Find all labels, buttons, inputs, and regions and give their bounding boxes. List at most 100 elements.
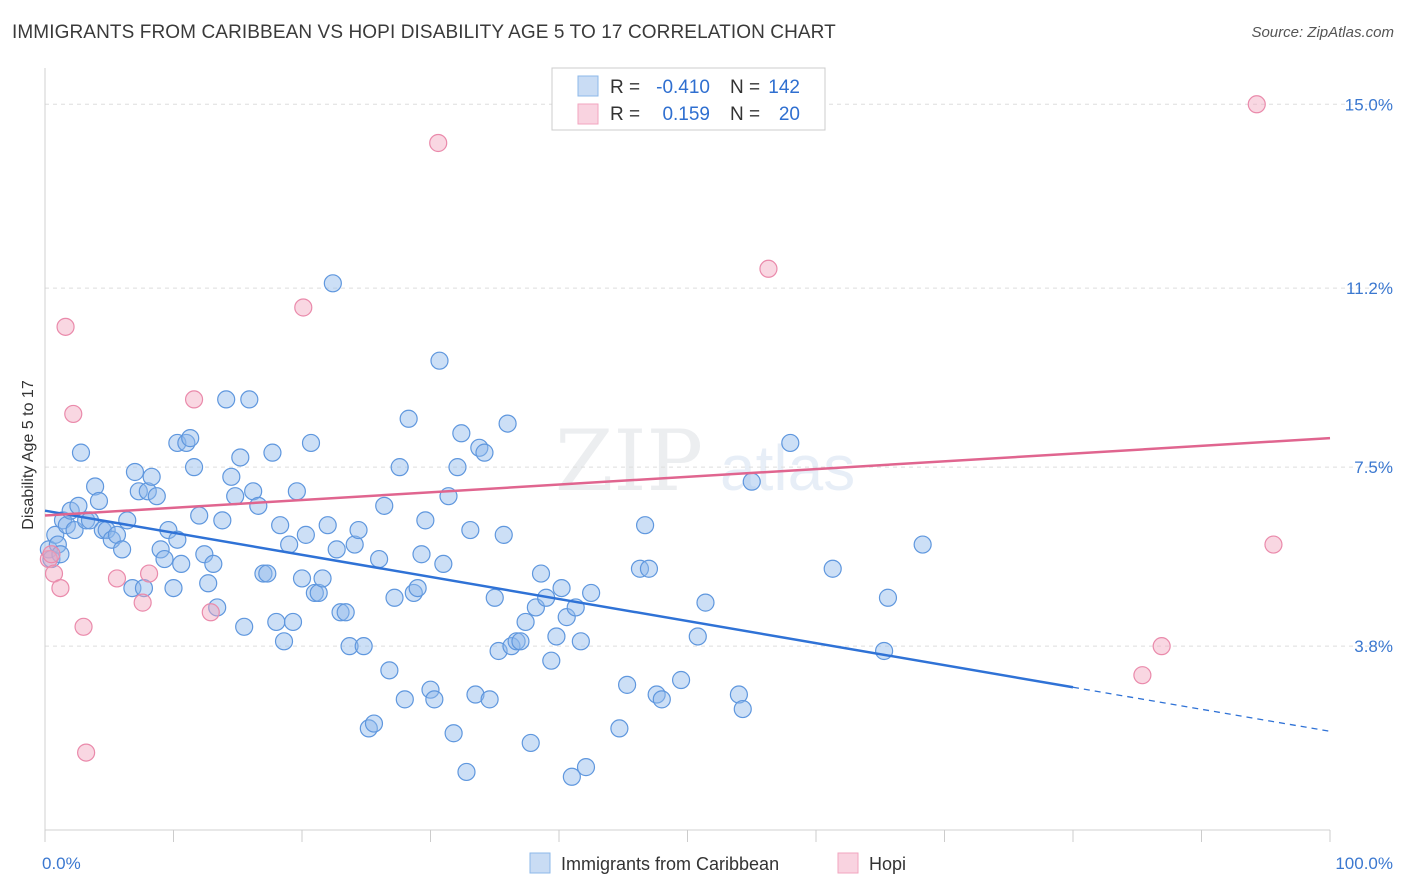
data-point [349, 520, 368, 540]
data-point [226, 487, 245, 506]
data-point [327, 540, 346, 559]
data-point [470, 438, 489, 457]
data-point [1264, 535, 1283, 554]
data-point [475, 443, 494, 462]
data-point [354, 637, 373, 656]
data-point [466, 685, 485, 704]
data-point [507, 632, 526, 651]
series-caribbean-points [39, 274, 932, 786]
data-point [190, 506, 209, 525]
data-point [571, 632, 590, 651]
data-point [416, 511, 435, 530]
data-point [878, 588, 898, 607]
data-point [235, 617, 254, 636]
data-point [301, 433, 321, 453]
legend-swatch-hopi [577, 103, 599, 125]
legend: R = -0.410 N = 142 R = 0.159 N = 20 [551, 67, 826, 131]
data-point [359, 719, 378, 738]
data-point [107, 569, 127, 588]
data-point [742, 472, 761, 491]
data-point [89, 491, 109, 511]
data-point [184, 390, 204, 409]
watermark: ZIP atlas [555, 412, 855, 510]
data-point [340, 637, 359, 656]
data-point [618, 675, 637, 694]
data-point [729, 685, 749, 704]
data-point [671, 670, 691, 690]
data-point [199, 574, 218, 593]
data-point [521, 733, 540, 753]
watermark-zip: ZIP [555, 412, 703, 510]
data-point [318, 516, 337, 535]
data-point [408, 578, 427, 598]
data-point [271, 516, 290, 535]
data-point [511, 632, 530, 651]
data-point [292, 569, 312, 588]
data-point [452, 424, 471, 443]
y-tick-label: 15.0% [1345, 95, 1393, 114]
data-point [547, 627, 566, 646]
data-point [395, 690, 414, 709]
data-point [448, 458, 467, 477]
data-point [399, 409, 418, 428]
data-point [274, 632, 294, 651]
data-point [1247, 95, 1266, 114]
legend-n-value-2: 20 [779, 104, 800, 125]
data-point [364, 714, 384, 733]
data-point [639, 559, 659, 578]
data-point [336, 603, 355, 622]
data-point [1152, 637, 1171, 656]
data-point [155, 549, 174, 569]
data-point [296, 525, 315, 544]
data-point [142, 467, 161, 486]
data-point [696, 593, 715, 612]
data-point [147, 487, 166, 506]
data-point [138, 482, 157, 501]
data-point [421, 680, 440, 699]
data-point [516, 612, 535, 632]
data-point [531, 564, 551, 583]
data-point [345, 535, 364, 554]
data-point [610, 719, 629, 738]
data-point [370, 549, 389, 569]
source-label: Source: ZipAtlas.com [1251, 24, 1394, 41]
data-point [287, 482, 306, 501]
data-point [258, 564, 277, 583]
data-point [647, 685, 666, 704]
bottom-legend-label-hopi: Hopi [869, 854, 906, 874]
data-point [425, 690, 444, 709]
data-point [305, 583, 324, 603]
data-point [562, 767, 581, 786]
data-point [412, 545, 431, 564]
data-point [168, 530, 187, 549]
bottom-legend-swatch-hopi [837, 852, 859, 874]
data-point [181, 429, 200, 448]
data-point [71, 443, 91, 462]
data-point [112, 540, 132, 559]
data-point [461, 520, 480, 540]
y-tick-label: 3.8% [1354, 637, 1393, 656]
grid-lines [45, 103, 1390, 647]
data-point [231, 448, 250, 467]
data-point [309, 583, 328, 603]
trend-lines [44, 436, 1331, 732]
data-point [688, 627, 707, 646]
legend-r-label-1: R = [610, 77, 640, 98]
data-point [240, 390, 259, 409]
data-point [201, 603, 220, 622]
data-point [184, 458, 204, 477]
data-point [64, 404, 83, 424]
data-point [480, 690, 499, 709]
legend-r-label-2: R = [610, 104, 640, 125]
data-point [759, 259, 778, 278]
data-point [1133, 666, 1152, 685]
data-point [444, 724, 463, 743]
data-point [86, 477, 105, 496]
data-point [733, 699, 752, 719]
series-hopi-points [39, 95, 1283, 762]
x-axis-ticks [44, 830, 1331, 842]
data-point [375, 496, 394, 515]
x-tick-label-max: 100.0% [1335, 854, 1393, 873]
legend-n-value-1: 142 [768, 77, 800, 98]
data-point [502, 637, 521, 656]
